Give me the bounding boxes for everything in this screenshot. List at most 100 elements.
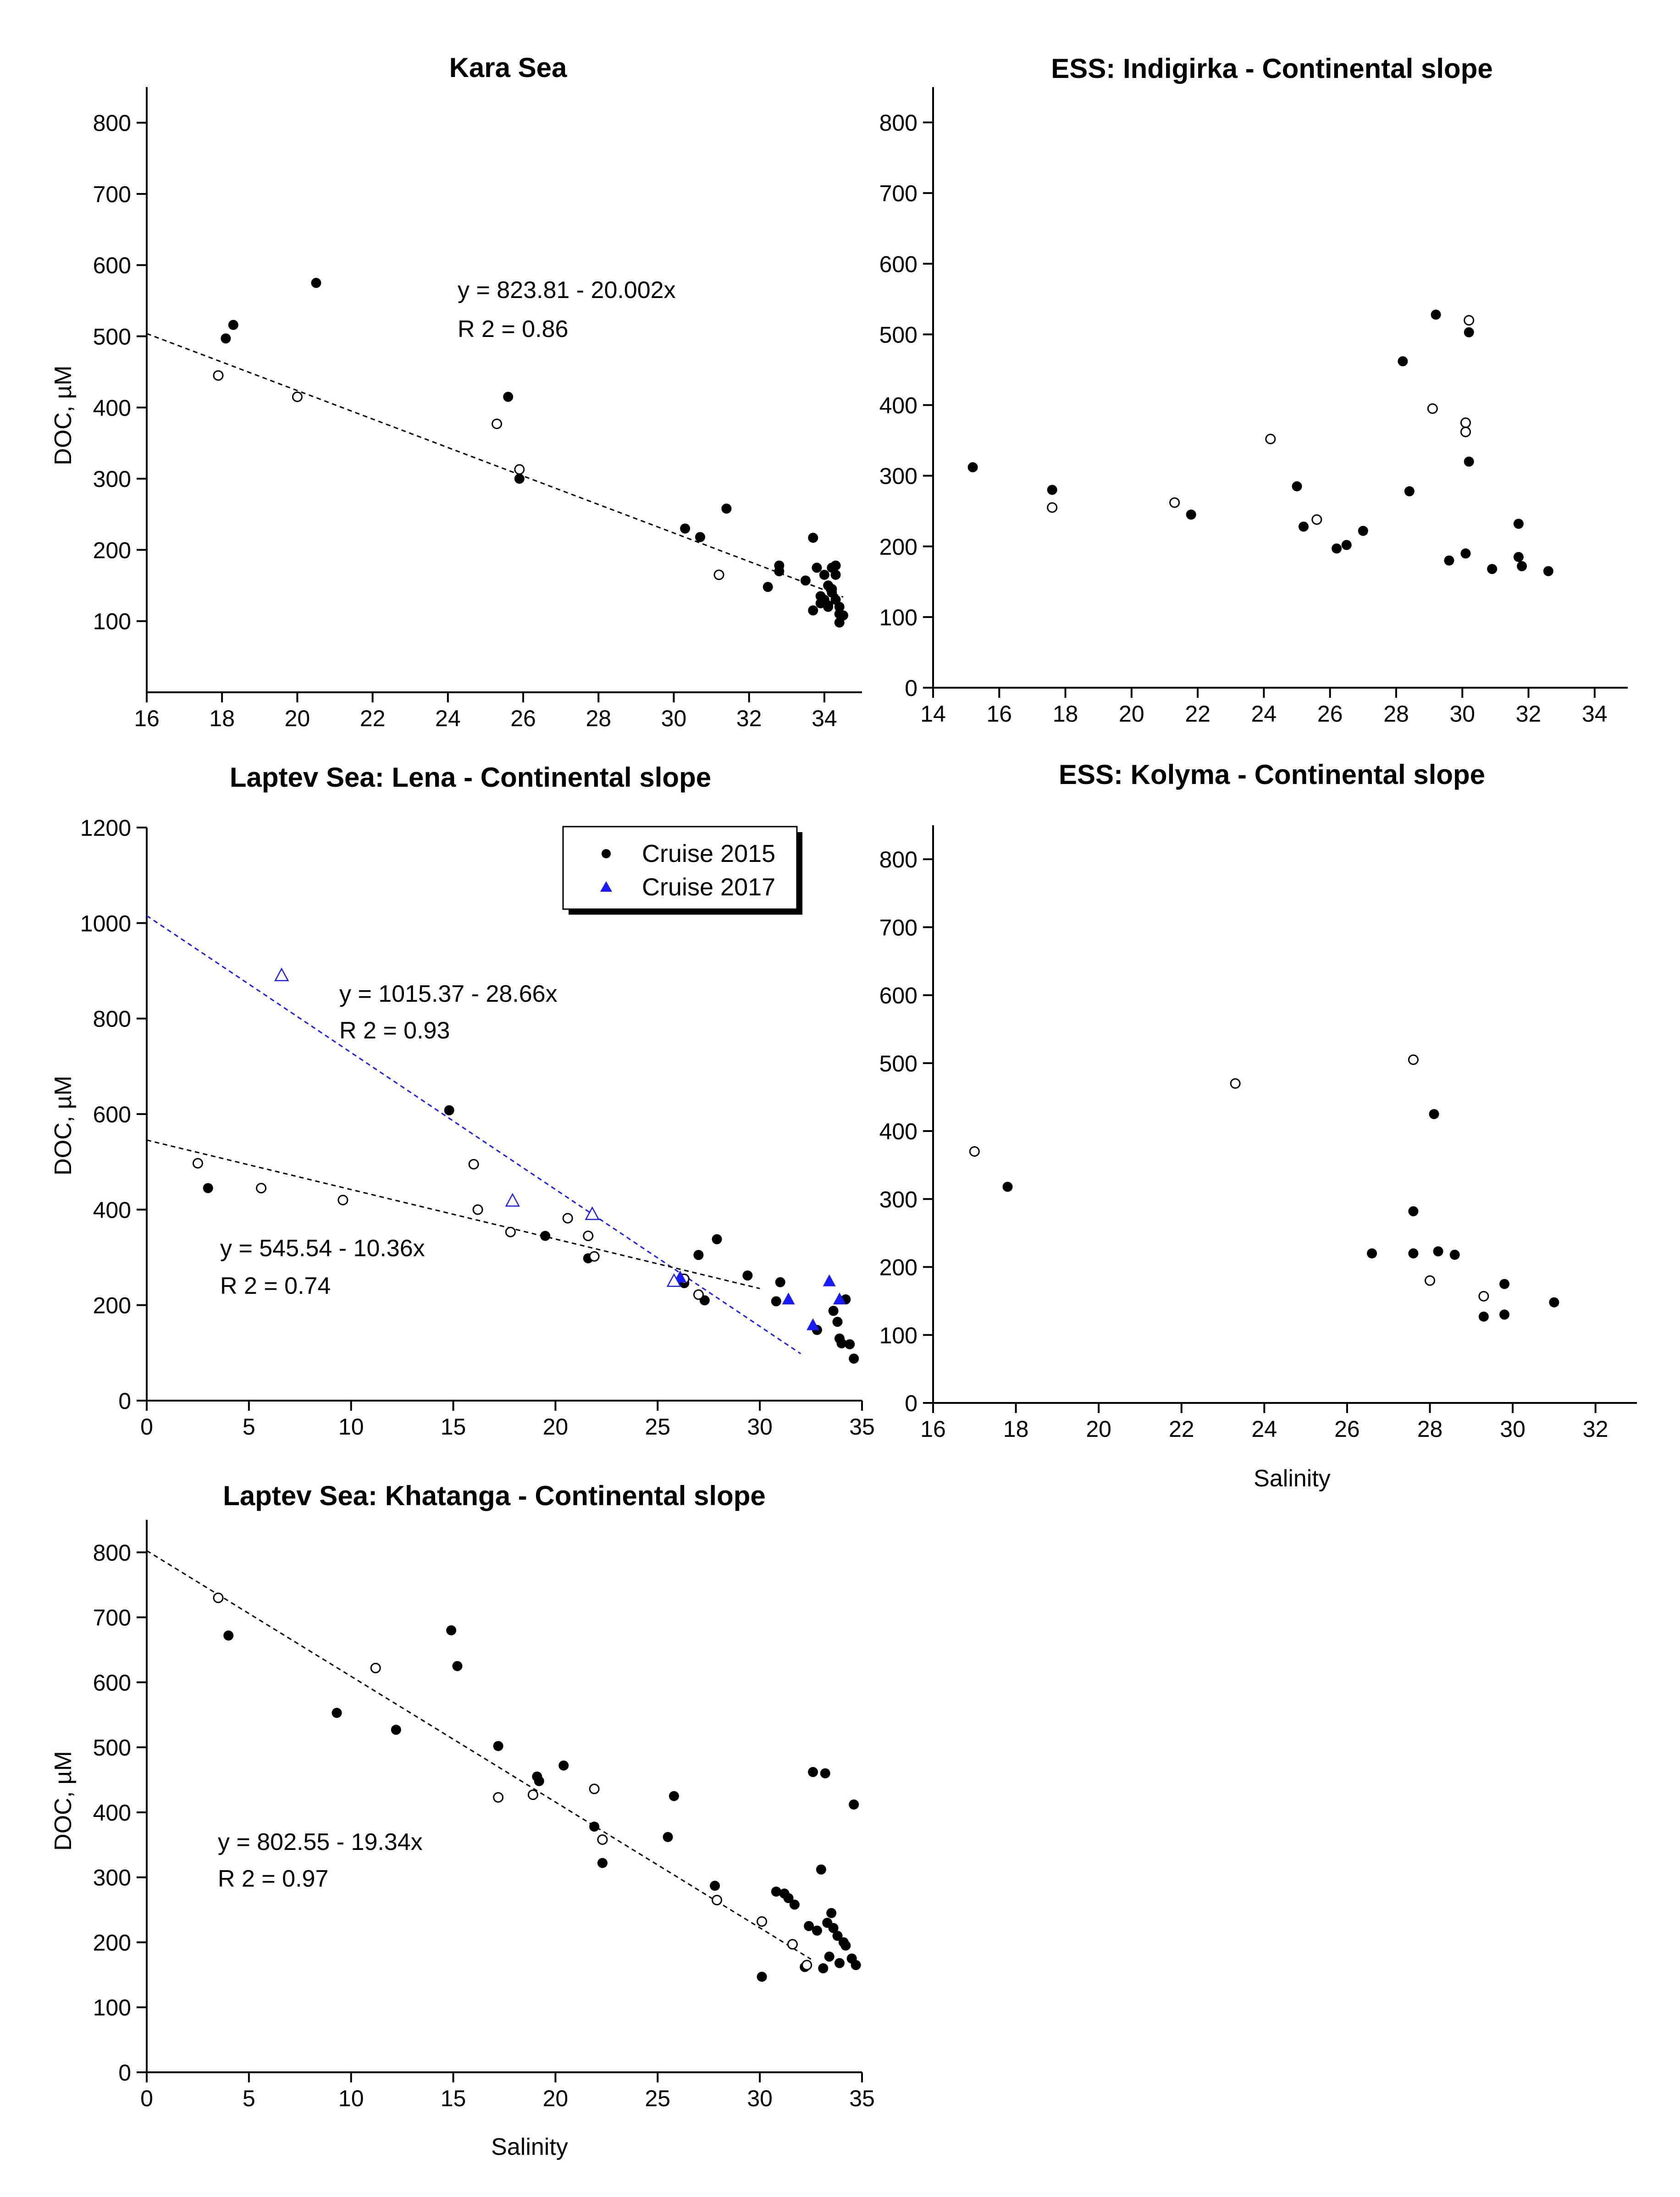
data-point: [693, 1250, 704, 1260]
x-tick-label: 34: [812, 706, 837, 731]
chart-title: Kara Sea: [449, 52, 567, 83]
x-tick-label: 35: [849, 2086, 875, 2111]
data-point: [1499, 1279, 1510, 1289]
plot-area: 0 5 10 15 20 25 30 35 0 200 400 600 800 1000 1200: [80, 815, 875, 1440]
y-tick-label: 700: [879, 915, 917, 940]
x-tick-label: 20: [1119, 701, 1144, 727]
data-point: [787, 1939, 798, 1950]
data-point: [585, 1206, 600, 1220]
plot-area: 0 5 10 15 20 25 30 35 0 100 200 300 400 500 600 700 800: [93, 1520, 875, 2111]
data-point: [849, 1799, 859, 1810]
data-point: [969, 1146, 980, 1157]
data-point: [192, 1158, 203, 1169]
y-tick-label: 800: [93, 110, 131, 136]
data-point: [203, 1183, 213, 1193]
y-tick-label: 1000: [80, 911, 131, 936]
data-point: [1427, 403, 1438, 414]
data-point: [370, 1662, 381, 1673]
x-tick-label: 26: [510, 706, 536, 731]
data-point: [1230, 1078, 1241, 1089]
data-point: [493, 1792, 504, 1803]
data-point: [597, 1834, 608, 1845]
data-point: [311, 278, 321, 288]
y-tick-label: 400: [93, 395, 131, 421]
data-point: [832, 1931, 843, 1941]
chart-title: Laptev Sea: Khatanga - Continental slope: [223, 1480, 766, 1511]
data-point: [824, 1951, 834, 1962]
panel-indigirka: ESS: Indigirka - Continental slope 14 16 1…: [879, 53, 1628, 727]
fit-r-squared-2017: R 2 = 0.93: [339, 1017, 450, 1044]
data-point: [493, 1741, 503, 1751]
y-tick-label: 400: [879, 393, 917, 419]
data-point: [815, 591, 826, 602]
data-point: [505, 1192, 520, 1207]
data-point: [1464, 315, 1475, 326]
y-tick-label: 100: [93, 1995, 131, 2020]
data-point: [1265, 434, 1276, 445]
data-point: [1292, 481, 1302, 491]
y-tick-label: 700: [93, 182, 131, 207]
data-point: [1169, 497, 1180, 508]
legend-label-cruise-2017: Cruise 2017: [642, 873, 775, 901]
data-point: [492, 419, 503, 430]
x-tick-label: 24: [1252, 1416, 1277, 1442]
y-axis-label: DOC, µM: [50, 1076, 77, 1176]
data-point: [845, 1339, 855, 1350]
panel-kara: Kara Sea DOC, µM 16 18 20 22 24 26 28 30 32 34 100…: [50, 52, 862, 731]
data-point: [834, 1958, 845, 1968]
y-tick-label: 600: [93, 253, 131, 278]
data-point: [742, 1270, 753, 1281]
fit-equation: y = 802.55 - 19.34x: [218, 1829, 423, 1855]
x-tick-label: 24: [1251, 701, 1277, 727]
data-point: [828, 1306, 839, 1316]
fit-equation: y = 823.81 - 20.002x: [458, 277, 676, 304]
x-tick-label: 5: [243, 2086, 255, 2111]
x-tick-label: 35: [849, 1414, 875, 1440]
legend-box: [562, 826, 798, 910]
data-point: [721, 503, 732, 514]
plot-area: 14 16 18 20 22 24 26 28 30 32 34 0 100 200 300 400 500 60…: [879, 87, 1628, 727]
data-point: [801, 1960, 812, 1971]
data-point: [827, 584, 837, 594]
data-point: [1499, 1309, 1510, 1320]
data-point: [503, 392, 514, 402]
x-tick-label: 32: [1583, 1416, 1608, 1442]
data-point: [540, 1231, 551, 1241]
y-tick-label: 200: [93, 1293, 131, 1319]
y-tick-label: 0: [905, 1391, 917, 1416]
y-tick-label: 100: [93, 609, 131, 635]
data-point: [391, 1724, 401, 1735]
y-tick-label: 100: [879, 1323, 917, 1348]
data-point: [583, 1231, 594, 1242]
y-tick-label: 500: [93, 1735, 131, 1761]
y-axis-label: DOC, µM: [50, 1751, 77, 1851]
data-point: [1408, 1054, 1419, 1065]
x-axis-label: Salinity: [491, 2134, 568, 2160]
fit-equation-2017: y = 1015.37 - 28.66x: [339, 981, 558, 1007]
y-tick-label: 400: [93, 1800, 131, 1826]
data-point: [1311, 514, 1322, 525]
x-tick-label: 5: [243, 1414, 255, 1440]
data-point: [1002, 1181, 1013, 1192]
x-tick-label: 30: [747, 1414, 773, 1440]
data-point: [1513, 552, 1524, 562]
data-point: [505, 1226, 516, 1237]
x-tick-label: 26: [1317, 701, 1343, 727]
y-tick-label: 800: [879, 847, 917, 872]
y-tick-label: 800: [879, 110, 917, 136]
data-point: [782, 1292, 795, 1305]
legend: Cruise 2015 Cruise 2017: [562, 826, 802, 915]
data-point: [775, 1277, 785, 1287]
x-tick-label: 0: [140, 2086, 153, 2111]
x-tick-label: 28: [586, 706, 611, 731]
data-point: [789, 1899, 800, 1910]
data-point: [589, 1822, 600, 1832]
data-point: [1449, 1249, 1460, 1260]
x-tick-label: 16: [134, 706, 160, 731]
data-point: [446, 1625, 457, 1635]
data-point: [223, 1630, 234, 1641]
data-point: [1367, 1248, 1377, 1259]
data-point: [1431, 309, 1441, 320]
y-tick-label: 800: [93, 1540, 131, 1566]
